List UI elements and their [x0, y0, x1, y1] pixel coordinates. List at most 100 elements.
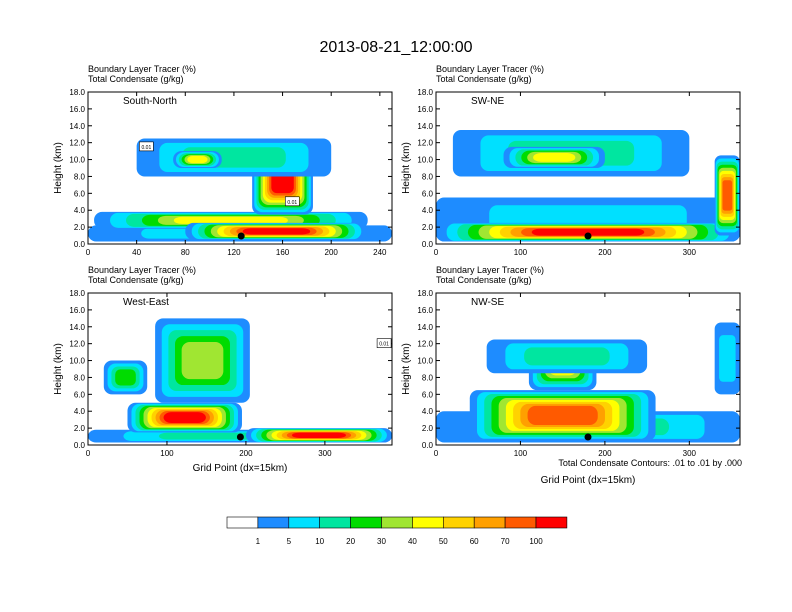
tracer-field: [291, 432, 346, 438]
y-tick-label: 0.0: [422, 441, 434, 450]
y-axis-label: Height (km): [53, 343, 64, 395]
y-tick-label: 18.0: [69, 88, 85, 97]
y-tick-label: 4.0: [422, 407, 434, 416]
tracer-field: [719, 335, 736, 382]
y-axis-label: Height (km): [401, 142, 412, 194]
panel-subtitle-tracer: Boundary Layer Tracer (%): [88, 64, 196, 74]
colorbar-swatch: [381, 516, 413, 529]
panel-subtitle-condensate: Total Condensate (g/kg): [88, 74, 184, 84]
y-tick-label: 18.0: [417, 88, 433, 97]
x-tick-label: 0: [86, 449, 91, 458]
plot-frame: [435, 292, 741, 446]
y-axis-label: Height (km): [53, 142, 64, 194]
y-tick-label: 16.0: [417, 306, 433, 315]
y-tick-label: 2.0: [74, 223, 86, 232]
tracer-field: [181, 341, 224, 380]
y-tick-label: 8.0: [422, 373, 434, 382]
x-tick-label: 160: [276, 248, 290, 257]
x-tick-label: 0: [86, 248, 91, 257]
tracer-field: [722, 180, 733, 211]
colorbar-swatch: [288, 516, 320, 529]
tracer-field: [531, 228, 645, 236]
field-layer: [436, 130, 740, 242]
contour-label-box: [284, 196, 300, 207]
colorbar-label: 1: [256, 537, 261, 546]
x-tick-label: 300: [683, 449, 697, 458]
colorbar-swatch: [535, 516, 568, 529]
y-axis-label: Height (km): [401, 343, 412, 395]
y-tick-label: 10.0: [69, 357, 85, 366]
x-tick-label: 100: [160, 449, 174, 458]
colorbar-label: 40: [408, 537, 417, 546]
colorbar-swatch: [412, 516, 444, 529]
panel-south-north: Boundary Layer Tracer (%)Total Condensat…: [53, 64, 393, 257]
tracer-field: [173, 216, 288, 224]
y-tick-label: 4.0: [422, 206, 434, 215]
y-tick-label: 6.0: [74, 390, 86, 399]
panel-west-east: Boundary Layer Tracer (%)Total Condensat…: [53, 265, 393, 474]
panel-subtitle-tracer: Boundary Layer Tracer (%): [436, 64, 544, 74]
y-tick-label: 10.0: [69, 156, 85, 165]
panels: Boundary Layer Tracer (%)Total Condensat…: [53, 64, 741, 486]
panel-subtitle-condensate: Total Condensate (g/kg): [88, 275, 184, 285]
x-tick-label: 300: [683, 248, 697, 257]
panel-name: SW-NE: [471, 96, 504, 107]
x-axis-label: Grid Point (dx=15km): [541, 475, 636, 486]
tracer-field: [242, 228, 311, 235]
tracer-field: [163, 412, 206, 424]
panel-subtitle-tracer: Boundary Layer Tracer (%): [436, 265, 544, 275]
tracer-field: [187, 156, 208, 164]
y-tick-label: 12.0: [417, 340, 433, 349]
colorbar-label: 50: [439, 537, 448, 546]
y-tick-label: 10.0: [417, 357, 433, 366]
figure-title: 2013-08-21_12:00:00: [319, 39, 472, 56]
colorbar-swatch: [504, 516, 537, 529]
location-marker: [237, 232, 245, 240]
x-tick-label: 120: [227, 248, 241, 257]
y-tick-label: 6.0: [422, 189, 434, 198]
y-tick-label: 16.0: [69, 105, 85, 114]
x-tick-label: 200: [598, 449, 612, 458]
location-marker: [584, 433, 592, 441]
plot-frame: [87, 91, 393, 245]
contour-note: Total Condensate Contours: .01 to .01 by…: [558, 458, 742, 468]
colorbar-swatch: [226, 516, 259, 529]
colorbar-swatch: [442, 516, 475, 529]
y-tick-label: 0.0: [422, 240, 434, 249]
plot-frame: [435, 91, 741, 245]
y-tick-label: 16.0: [417, 105, 433, 114]
x-axis-label: Grid Point (dx=15km): [193, 463, 288, 474]
field-layer: [88, 318, 392, 443]
x-tick-label: 100: [514, 248, 528, 257]
y-tick-label: 12.0: [69, 340, 85, 349]
field-layer: [88, 138, 392, 242]
x-tick-label: 240: [373, 248, 387, 257]
x-tick-label: 100: [514, 449, 528, 458]
x-tick-label: 0: [434, 248, 439, 257]
plot-frame: [87, 292, 393, 446]
x-tick-label: 300: [318, 449, 332, 458]
colorbar-label: 30: [377, 537, 386, 546]
panel-subtitle-condensate: Total Condensate (g/kg): [436, 275, 532, 285]
tracer-field: [524, 347, 610, 366]
panel-name: South-North: [123, 96, 177, 107]
colorbar-swatch: [319, 516, 351, 529]
tracer-field: [527, 405, 598, 426]
x-tick-label: 200: [325, 248, 339, 257]
y-tick-label: 0.0: [74, 240, 86, 249]
location-marker: [236, 433, 244, 441]
panel-sw-ne: Boundary Layer Tracer (%)Total Condensat…: [401, 64, 741, 257]
panel-subtitle-condensate: Total Condensate (g/kg): [436, 74, 532, 84]
location-marker: [584, 232, 592, 240]
panel-subtitle-tracer: Boundary Layer Tracer (%): [88, 265, 196, 275]
y-tick-label: 12.0: [417, 139, 433, 148]
y-tick-label: 2.0: [422, 424, 434, 433]
contour-label-box: [139, 141, 154, 152]
y-tick-label: 2.0: [422, 223, 434, 232]
y-tick-label: 8.0: [74, 172, 86, 181]
y-tick-label: 14.0: [69, 323, 85, 332]
colorbar-label: 100: [529, 537, 543, 546]
tracer-field: [115, 369, 136, 386]
y-tick-label: 18.0: [69, 289, 85, 298]
y-tick-label: 12.0: [69, 139, 85, 148]
